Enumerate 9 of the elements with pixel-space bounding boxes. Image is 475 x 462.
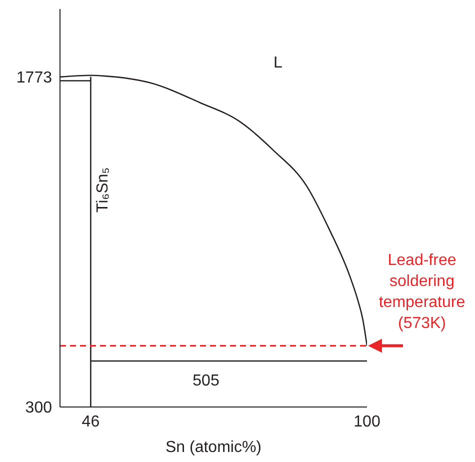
annotation: 505 xyxy=(192,372,220,390)
y-tick-label: 1773 xyxy=(16,69,52,86)
x-axis-title: Sn (atomic%) xyxy=(165,439,262,456)
annotation: L xyxy=(274,54,283,72)
ref-line-label: Lead-free soldering temperature (573K) xyxy=(378,252,466,332)
annotation: Ti₆Sn₅ xyxy=(94,167,112,213)
x-tick-label: 100 xyxy=(354,413,380,430)
y-tick-label: 300 xyxy=(25,400,52,417)
x-tick-label: 46 xyxy=(82,413,100,430)
